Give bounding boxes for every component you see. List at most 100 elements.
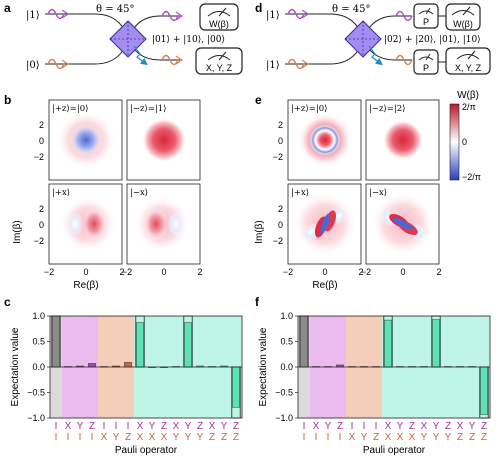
schematic-d-meter-top: W(β) bbox=[453, 19, 473, 29]
ytick: 2 bbox=[278, 120, 283, 130]
xtick-label-top: I bbox=[363, 421, 366, 432]
panel-letter-c: c bbox=[4, 295, 11, 309]
xtick-label-bottom: X bbox=[137, 432, 144, 443]
wigner-grid-e: |+z⟩=|0⟩ |−z⟩=|2⟩ |+x⟩ |−x⟩ 2 0 −2 2 0 −… bbox=[254, 99, 442, 291]
xtick-label-top: X bbox=[313, 421, 320, 432]
wigner-meter-box bbox=[199, 3, 239, 31]
vacuum-wave-icon bbox=[47, 58, 65, 70]
colorbar-gradient bbox=[449, 103, 460, 181]
xtick-label-top: Y bbox=[221, 421, 228, 432]
pauli-bar bbox=[184, 322, 192, 368]
xtick-label-top: Z bbox=[337, 421, 343, 432]
xtick-label-bottom: Y bbox=[433, 432, 440, 443]
ytick: 0 bbox=[278, 136, 283, 146]
xtick-label-top: X bbox=[173, 421, 180, 432]
schematic-a-meter-bottom: X, Y, Z bbox=[206, 63, 233, 73]
schematic-d-output: |02⟩ + |20⟩, |01⟩, |10⟩ bbox=[384, 35, 481, 45]
xtick-label-bottom: Z bbox=[373, 432, 379, 443]
xtick-label-top: I bbox=[115, 421, 118, 432]
ytick-label: −1.0 bbox=[275, 413, 293, 423]
pauli-meter-box bbox=[195, 47, 243, 75]
xtick-label-top: Y bbox=[77, 421, 84, 432]
xtick-label-bottom: X bbox=[101, 432, 108, 443]
xtick-label-top: X bbox=[65, 421, 72, 432]
xtick-label-bottom: Y bbox=[173, 432, 180, 443]
ytick-label: 0.0 bbox=[32, 362, 45, 372]
ytick-label: −1.0 bbox=[27, 413, 45, 423]
panel-letter-e: e bbox=[255, 93, 262, 107]
xtick-label-top: Y bbox=[397, 421, 404, 432]
ytick-label: 1.0 bbox=[280, 311, 293, 321]
wigner-title: |+z⟩=|0⟩ bbox=[291, 104, 328, 114]
xtick-label-top: Y bbox=[149, 421, 156, 432]
xtick: −2 bbox=[283, 267, 293, 277]
ytick-label: −0.5 bbox=[27, 388, 45, 398]
meter-icon bbox=[456, 54, 480, 60]
xtick-label-bottom: Y bbox=[361, 432, 368, 443]
ytick-label: 0.0 bbox=[280, 362, 293, 372]
xtick-label-bottom: I bbox=[303, 432, 306, 443]
xtick-label-bottom: I bbox=[339, 432, 342, 443]
xtick-label-top: I bbox=[351, 421, 354, 432]
xtick-label-bottom: Z bbox=[125, 432, 131, 443]
xtick-label-top: Z bbox=[161, 421, 167, 432]
panel-letter-d: d bbox=[255, 1, 262, 15]
xtick-label-top: I bbox=[127, 421, 130, 432]
panel-letter-a: a bbox=[4, 1, 11, 15]
xtick-label-top: I bbox=[303, 421, 306, 432]
schematic-a-output: |01⟩ + |10⟩, |00⟩ bbox=[152, 35, 225, 45]
meter-icon bbox=[451, 10, 475, 16]
ytick-label: 0.5 bbox=[32, 337, 45, 347]
wigner-title: |+x⟩ bbox=[291, 188, 309, 198]
xtick: 2 bbox=[197, 267, 202, 277]
schematic-d-theta: θ = 45° bbox=[332, 4, 370, 15]
xtick-label-bottom: I bbox=[315, 432, 318, 443]
xtick-label-top: Z bbox=[445, 421, 451, 432]
ytick-label: 1.0 bbox=[32, 311, 45, 321]
ytick: 0 bbox=[278, 220, 283, 230]
xtick-label-bottom: I bbox=[55, 432, 58, 443]
pauli-bar bbox=[52, 315, 60, 368]
wigner-grid-b: |+z⟩=|0⟩ |−z⟩=|1⟩ |+x⟩ |−x⟩ 2 0 −2 2 0 −… bbox=[12, 99, 203, 291]
xtick-label-bottom: Y bbox=[445, 432, 452, 443]
xtick-label-top: Y bbox=[325, 421, 332, 432]
xtick: 0 bbox=[161, 267, 166, 277]
meter-icon bbox=[418, 10, 434, 15]
xtick-label-bottom: X bbox=[349, 432, 356, 443]
xtick-label-bottom: Y bbox=[197, 432, 204, 443]
schematic-d-parity-bottom: P bbox=[423, 63, 429, 73]
wigner-title: |−x⟩ bbox=[130, 188, 148, 198]
wigner-meter-box bbox=[445, 3, 481, 31]
schematic-d-parity-top: P bbox=[423, 17, 429, 27]
xtick-label-bottom: X bbox=[397, 432, 404, 443]
xtick-label-top: I bbox=[375, 421, 378, 432]
xtick: 0 bbox=[400, 267, 405, 277]
pauli-bar bbox=[88, 363, 96, 368]
pauli-meter-box bbox=[445, 47, 491, 75]
pauli-chart-f: 1.00.50.0−0.5−1.0I X Y Z I I I X Y Z X Y Z X Y ZI I I I X Y Z… bbox=[258, 311, 491, 456]
pauli-bar bbox=[384, 319, 392, 368]
ytick: 0 bbox=[39, 136, 44, 146]
wigner-ylabel: Im(β) bbox=[12, 220, 23, 244]
xtick-label-bottom: Z bbox=[457, 432, 463, 443]
photon-wave-icon bbox=[47, 8, 65, 20]
ytick-label: 0.5 bbox=[280, 337, 293, 347]
ytick: 2 bbox=[39, 120, 44, 130]
xtick-label-bottom: I bbox=[67, 432, 70, 443]
chart-xlabel: Pauli operator bbox=[363, 445, 426, 456]
meter-icon bbox=[207, 11, 231, 17]
xtick: −2 bbox=[44, 267, 54, 277]
colorbar: W(β) 2/π 0 −2/π bbox=[449, 90, 481, 182]
ytick: 2 bbox=[278, 204, 283, 214]
xtick-label-top: Z bbox=[197, 421, 203, 432]
loss-arrow-icon bbox=[368, 45, 383, 66]
pauli-bar bbox=[136, 322, 144, 368]
panel-letter-b: b bbox=[4, 93, 11, 107]
ytick-label: −0.5 bbox=[275, 388, 293, 398]
colorbar-mid: 0 bbox=[462, 137, 467, 147]
ytick: −2 bbox=[273, 152, 283, 162]
schematic-a-meter-top: W(β) bbox=[209, 19, 229, 29]
xtick-label-top: Z bbox=[481, 421, 487, 432]
ytick: 0 bbox=[39, 220, 44, 230]
pauli-bar bbox=[124, 362, 132, 368]
